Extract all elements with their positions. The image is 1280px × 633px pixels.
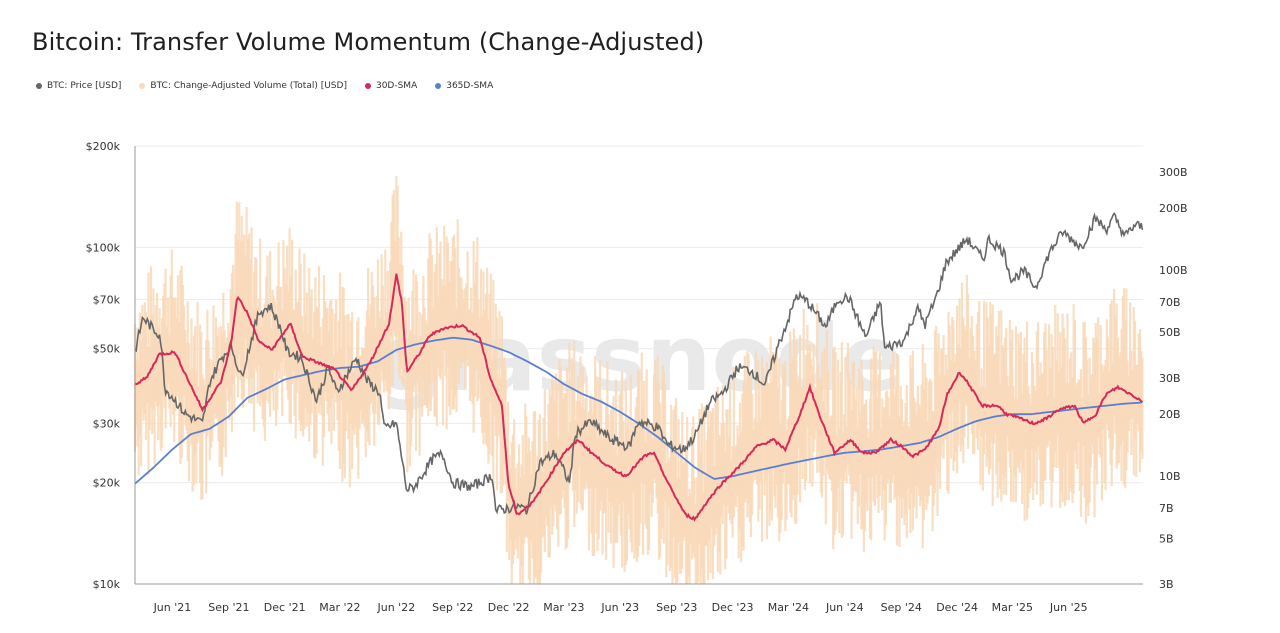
- volume-series: [133, 176, 1144, 584]
- legend-label-30d-sma: 30D-SMA: [375, 81, 418, 91]
- y-right-tick-label: 10B: [1159, 470, 1181, 483]
- x-tick-label: Jun '23: [600, 601, 639, 614]
- y-right-tick-label: 3B: [1159, 578, 1174, 591]
- y-left-tick-label: $20k: [93, 477, 121, 490]
- x-tick-label: Mar '25: [992, 601, 1033, 614]
- legend-item-30d-sma[interactable]: 30D-SMA: [364, 81, 418, 91]
- x-tick-label: Jun '22: [376, 601, 415, 614]
- legend-label-price: BTC: Price [USD]: [47, 81, 122, 91]
- legend-swatch-price: [36, 83, 42, 89]
- x-tick-label: Sep '23: [656, 601, 697, 614]
- x-tick-label: Mar '22: [319, 601, 360, 614]
- x-tick-label: Sep '22: [432, 601, 473, 614]
- x-tick-label: Mar '24: [768, 601, 809, 614]
- series-price-line: [134, 211, 1144, 515]
- x-tick-label: Sep '24: [881, 601, 922, 614]
- legend-item-365d-sma[interactable]: 365D-SMA: [435, 81, 493, 91]
- y-left-tick-label: $200k: [86, 140, 121, 153]
- y-right-tick-label: 30B: [1159, 372, 1181, 385]
- chart-title: Bitcoin: Transfer Volume Momentum (Chang…: [32, 28, 705, 56]
- y-left-tick-label: $100k: [86, 241, 121, 254]
- y-left-tick-label: $10k: [93, 578, 121, 591]
- y-right-tick-label: 5B: [1159, 532, 1174, 545]
- y-left-tick-label: $70k: [93, 293, 121, 306]
- legend-item-volume[interactable]: BTC: Change-Adjusted Volume (Total) [USD…: [139, 81, 347, 91]
- x-tick-label: Jun '21: [153, 601, 192, 614]
- series-30d-sma-line: [134, 273, 1143, 522]
- y-right-tick-label: 70B: [1159, 296, 1181, 309]
- legend-label-365d-sma: 365D-SMA: [446, 81, 494, 91]
- x-tick-label: Dec '22: [488, 601, 530, 614]
- y-left-tick-label: $30k: [93, 417, 121, 430]
- x-tick-label: Jun '25: [1049, 601, 1088, 614]
- tick-labels: $200k $100k $70k $50k $30k $20k $10k 300B 200B 10…: [86, 140, 1188, 614]
- chart-legend: BTC: Price [USD] BTC: Change-Adjusted Vo…: [36, 81, 511, 91]
- x-tick-label: Sep '21: [208, 601, 249, 614]
- axes: [134, 146, 1143, 585]
- y-right-tick-label: 300B: [1159, 166, 1188, 179]
- x-tick-label: Dec '24: [936, 601, 978, 614]
- x-tick-label: Jun '24: [825, 601, 864, 614]
- legend-swatch-30d-sma: [364, 83, 371, 89]
- x-tick-label: Dec '23: [712, 601, 754, 614]
- y-left-tick-label: $50k: [93, 343, 121, 356]
- legend-swatch-365d-sma: [435, 83, 442, 89]
- legend-item-price[interactable]: BTC: Price [USD]: [36, 81, 121, 91]
- y-right-tick-label: 200B: [1159, 202, 1188, 215]
- y-right-tick-label: 20B: [1159, 408, 1181, 421]
- legend-swatch-volume: [139, 83, 146, 89]
- x-tick-label: Mar '23: [543, 601, 584, 614]
- y-right-tick-label: 7B: [1159, 502, 1174, 515]
- y-right-tick-label: 100B: [1159, 264, 1188, 277]
- x-tick-label: Dec '21: [264, 601, 306, 614]
- y-right-tick-label: 50B: [1159, 326, 1181, 339]
- legend-label-volume: BTC: Change-Adjusted Volume (Total) [USD…: [150, 81, 347, 91]
- line-series: [134, 211, 1144, 522]
